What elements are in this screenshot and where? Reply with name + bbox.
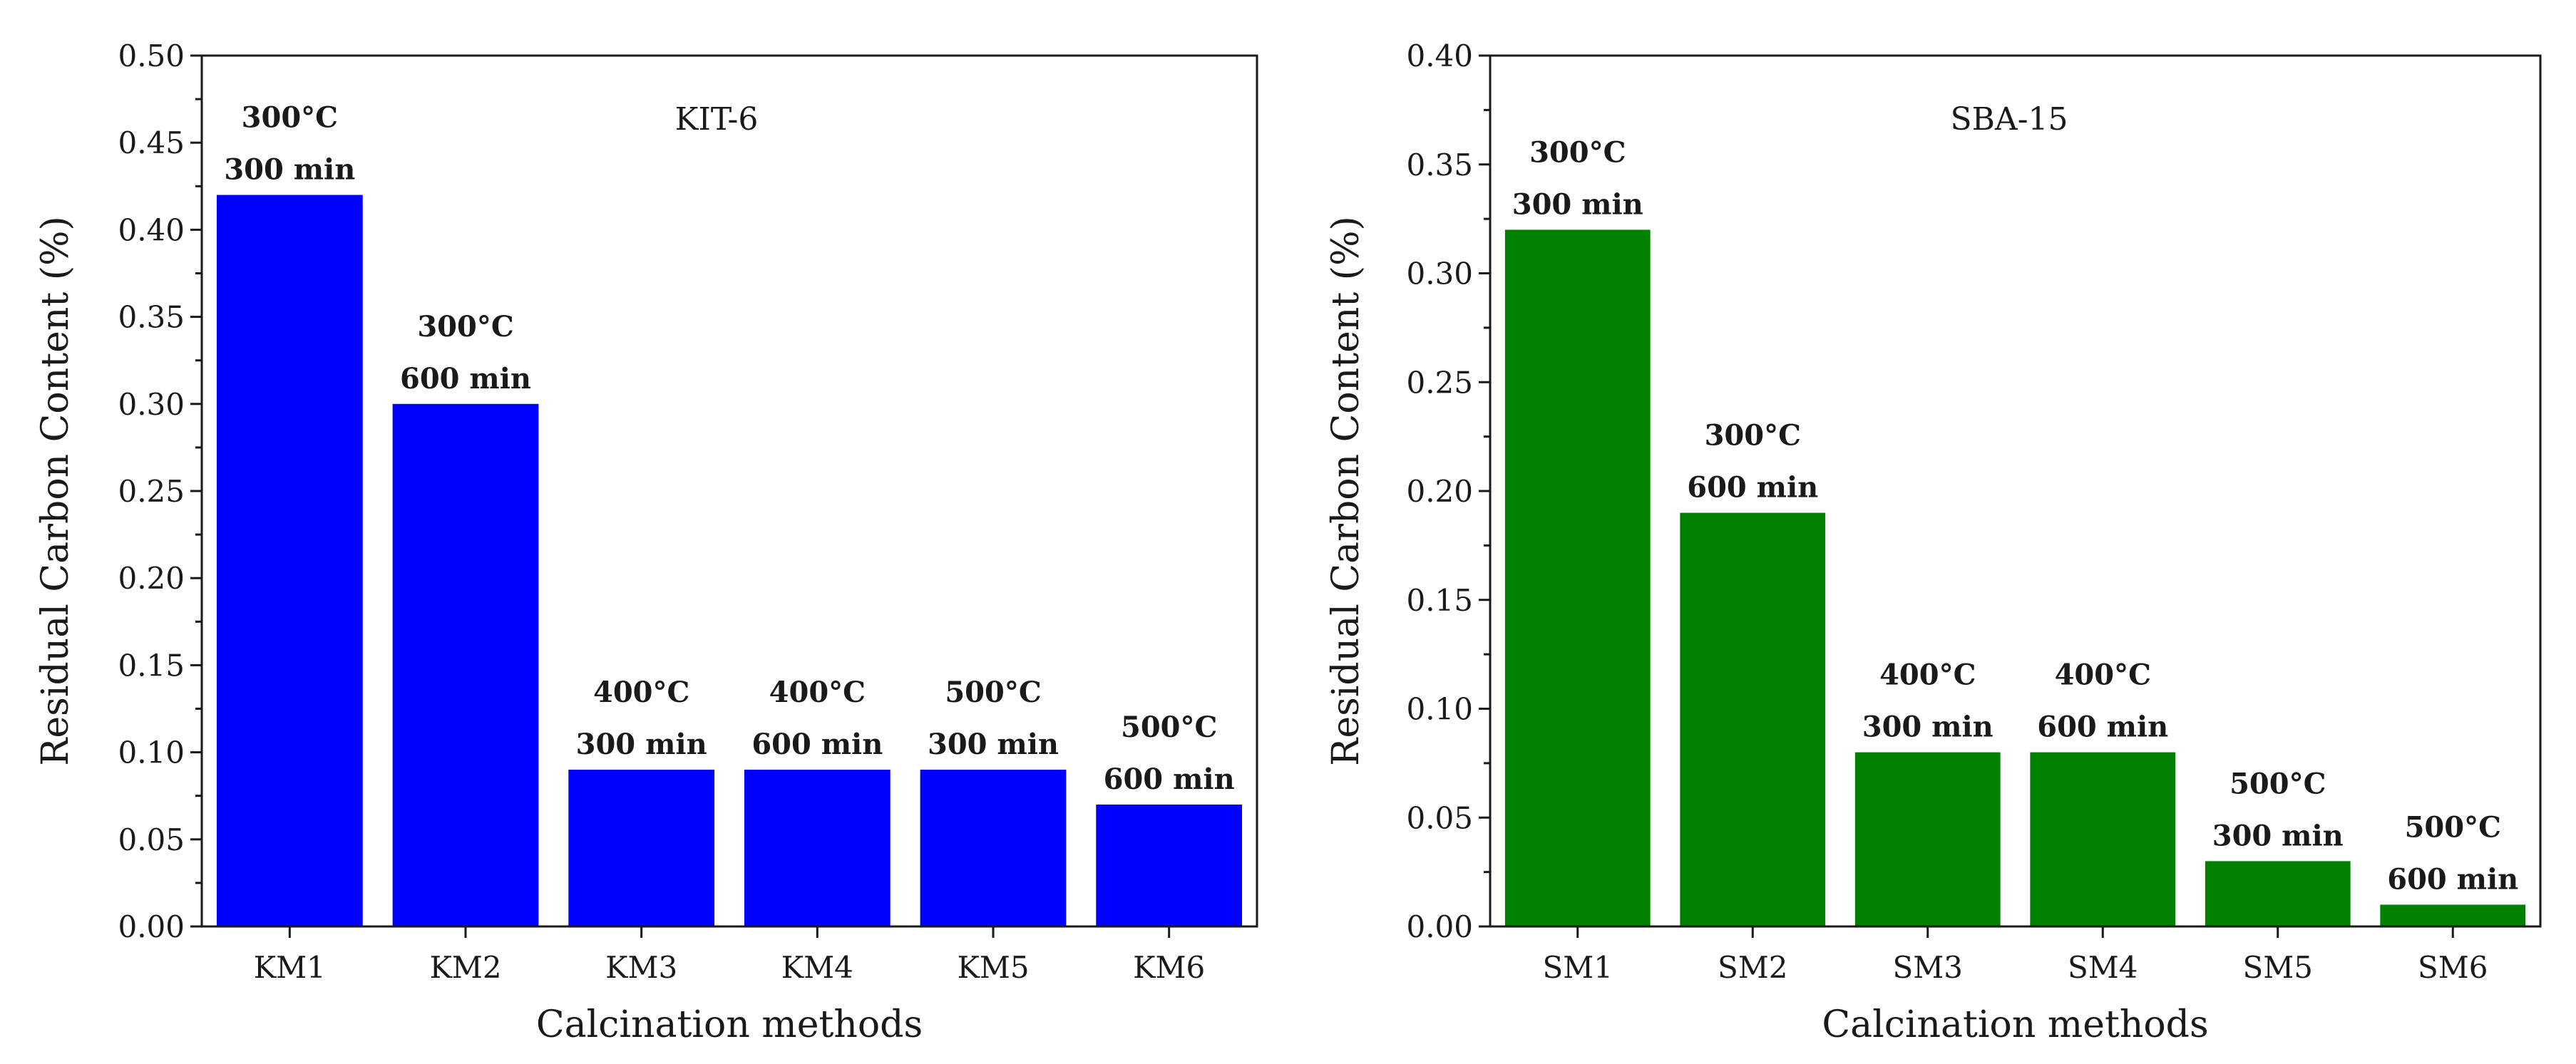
sba15-x-tick-label: SM3 <box>1893 950 1964 985</box>
sba15-bar-annotation-time: 600 min <box>2037 711 2168 744</box>
sba15-y-tick-label: 0.30 <box>1406 257 1473 291</box>
sba15-x-tick-label: SM5 <box>2243 950 2314 985</box>
kit6-x-tick-label: KM4 <box>781 950 853 985</box>
sba15-x-tick-label: SM6 <box>2418 950 2488 985</box>
sba15-bar-annotation-temp: 400°C <box>2055 658 2151 692</box>
kit6-bar-km6 <box>1096 804 1243 926</box>
sba15-chart: 0.00 0.05 0.10 0.15 0.20 0.25 0.30 0.35 0.40 SM1… <box>1325 38 2542 1046</box>
sba15-x-axis-label: Calcination methods <box>1822 1003 2208 1046</box>
sba15-bar-annotation-time: 300 min <box>1862 711 1993 744</box>
kit6-y-tick-label: 0.10 <box>118 735 185 770</box>
sba15-chart-title: SBA-15 <box>1950 101 2068 138</box>
kit6-bar-km3 <box>568 770 715 926</box>
sba15-bar-annotation-temp: 400°C <box>1879 658 1976 692</box>
kit6-plot-frame <box>200 54 1258 928</box>
sba15-y-tick-label: 0.00 <box>1406 909 1473 944</box>
sba15-bar-sm5 <box>2205 861 2351 926</box>
kit6-y-tick-label: 0.00 <box>118 909 185 944</box>
kit6-bar-annotation-temp: 400°C <box>769 676 866 709</box>
kit6-bars <box>216 195 1243 926</box>
sba15-y-tick-label: 0.40 <box>1406 38 1473 73</box>
sba15-y-tick-label: 0.20 <box>1406 474 1473 509</box>
kit6-y-tick-label: 0.45 <box>118 125 185 160</box>
kit6-y-tick-label: 0.25 <box>118 474 185 509</box>
kit6-bar-annotation-temp: 500°C <box>1121 711 1217 744</box>
sba15-y-tick-label: 0.10 <box>1406 692 1473 727</box>
sba15-y-tick-label: 0.05 <box>1406 800 1473 835</box>
sba15-x-tick-label: SM4 <box>2068 950 2138 985</box>
kit6-bar-annotation-time: 300 min <box>928 728 1059 761</box>
kit6-bar-km4 <box>744 770 891 926</box>
kit6-y-axis-label: Residual Carbon Content (%) <box>34 216 77 766</box>
sba15-bar-annotation-time: 600 min <box>2387 862 2518 896</box>
sba15-y-tick-label: 0.25 <box>1406 365 1473 400</box>
sba15-bar-sm3 <box>1854 752 2001 926</box>
kit6-x-axis-label: Calcination methods <box>536 1003 923 1046</box>
kit6-bar-annotation-time: 300 min <box>224 153 355 187</box>
kit6-bar-annotation-time: 600 min <box>400 362 531 396</box>
kit6-x-tick-label: KM2 <box>429 950 501 985</box>
sba15-y-ticks: 0.00 0.05 0.10 0.15 0.20 0.25 0.30 0.35 0.40 <box>1406 38 1490 944</box>
sba15-bar-annotations: 300°C 300 min 300°C 600 min 400°C 300 min 400°… <box>1512 135 2519 896</box>
kit6-y-tick-label: 0.50 <box>118 38 185 73</box>
kit6-bar-annotation-temp: 500°C <box>945 676 1041 709</box>
sba15-x-tick-label: SM2 <box>1718 950 1788 985</box>
sba15-x-tick-label: SM1 <box>1543 950 1613 985</box>
kit6-y-tick-label: 0.20 <box>118 561 185 596</box>
kit6-x-tick-label: KM3 <box>605 950 677 985</box>
kit6-y-tick-label: 0.35 <box>118 300 185 335</box>
sba15-bar-sm4 <box>2030 752 2176 926</box>
kit6-bar-annotation-time: 600 min <box>1104 763 1235 796</box>
kit6-bar-annotation-time: 600 min <box>751 728 883 761</box>
sba15-plot-frame <box>1489 54 2542 928</box>
kit6-bar-km1 <box>216 195 363 926</box>
kit6-x-ticks: KM1 KM2 KM3 KM4 KM5 KM6 <box>254 926 1205 985</box>
sba15-bar-annotation-time: 600 min <box>1687 471 1818 505</box>
kit6-bar-annotations: 300°C 300 min 300°C 600 min 400°C 300 min 400°… <box>224 101 1234 796</box>
sba15-bar-annotation-temp: 500°C <box>2229 767 2326 800</box>
sba15-bar-annotation-temp: 500°C <box>2405 810 2501 844</box>
kit6-y-tick-label: 0.40 <box>118 212 185 247</box>
kit6-bar-km5 <box>920 770 1067 926</box>
sba15-y-axis-label: Residual Carbon Content (%) <box>1325 216 1367 766</box>
kit6-y-ticks: 0.00 0.05 0.10 0.15 0.20 0.25 0.30 0.35 0.40 0.45… <box>118 38 202 944</box>
kit6-bar-annotation-temp: 300°C <box>242 101 338 135</box>
sba15-bar-annotation-temp: 300°C <box>1705 419 1801 453</box>
kit6-bar-annotation-temp: 400°C <box>593 676 689 709</box>
kit6-y-tick-label: 0.30 <box>118 387 185 422</box>
sba15-bar-annotation-temp: 300°C <box>1529 135 1626 169</box>
kit6-x-tick-label: KM1 <box>254 950 326 985</box>
kit6-bar-km2 <box>392 403 539 926</box>
kit6-y-tick-label: 0.05 <box>118 822 185 857</box>
sba15-y-tick-label: 0.15 <box>1406 583 1473 618</box>
kit6-bar-annotation-time: 300 min <box>576 728 707 761</box>
sba15-bar-sm6 <box>2380 904 2526 926</box>
sba15-bar-annotation-time: 300 min <box>2212 819 2344 852</box>
sba15-bar-annotation-time: 300 min <box>1512 187 1643 221</box>
kit6-x-tick-label: KM6 <box>1133 950 1205 985</box>
kit6-y-tick-label: 0.15 <box>118 648 185 683</box>
kit6-bar-annotation-temp: 300°C <box>417 310 513 344</box>
kit6-chart: 0.00 0.05 0.10 0.15 0.20 0.25 0.30 0.35 0.40 0.45… <box>34 38 1258 1046</box>
kit6-chart-title: KIT-6 <box>675 101 759 138</box>
sba15-y-tick-label: 0.35 <box>1406 148 1473 182</box>
sba15-x-ticks: SM1 SM2 SM3 SM4 SM5 SM6 <box>1543 926 2488 985</box>
sba15-bars <box>1504 229 2526 926</box>
sba15-bar-sm1 <box>1504 229 1651 926</box>
sba15-bar-sm2 <box>1680 512 1826 926</box>
kit6-x-tick-label: KM5 <box>957 950 1029 985</box>
